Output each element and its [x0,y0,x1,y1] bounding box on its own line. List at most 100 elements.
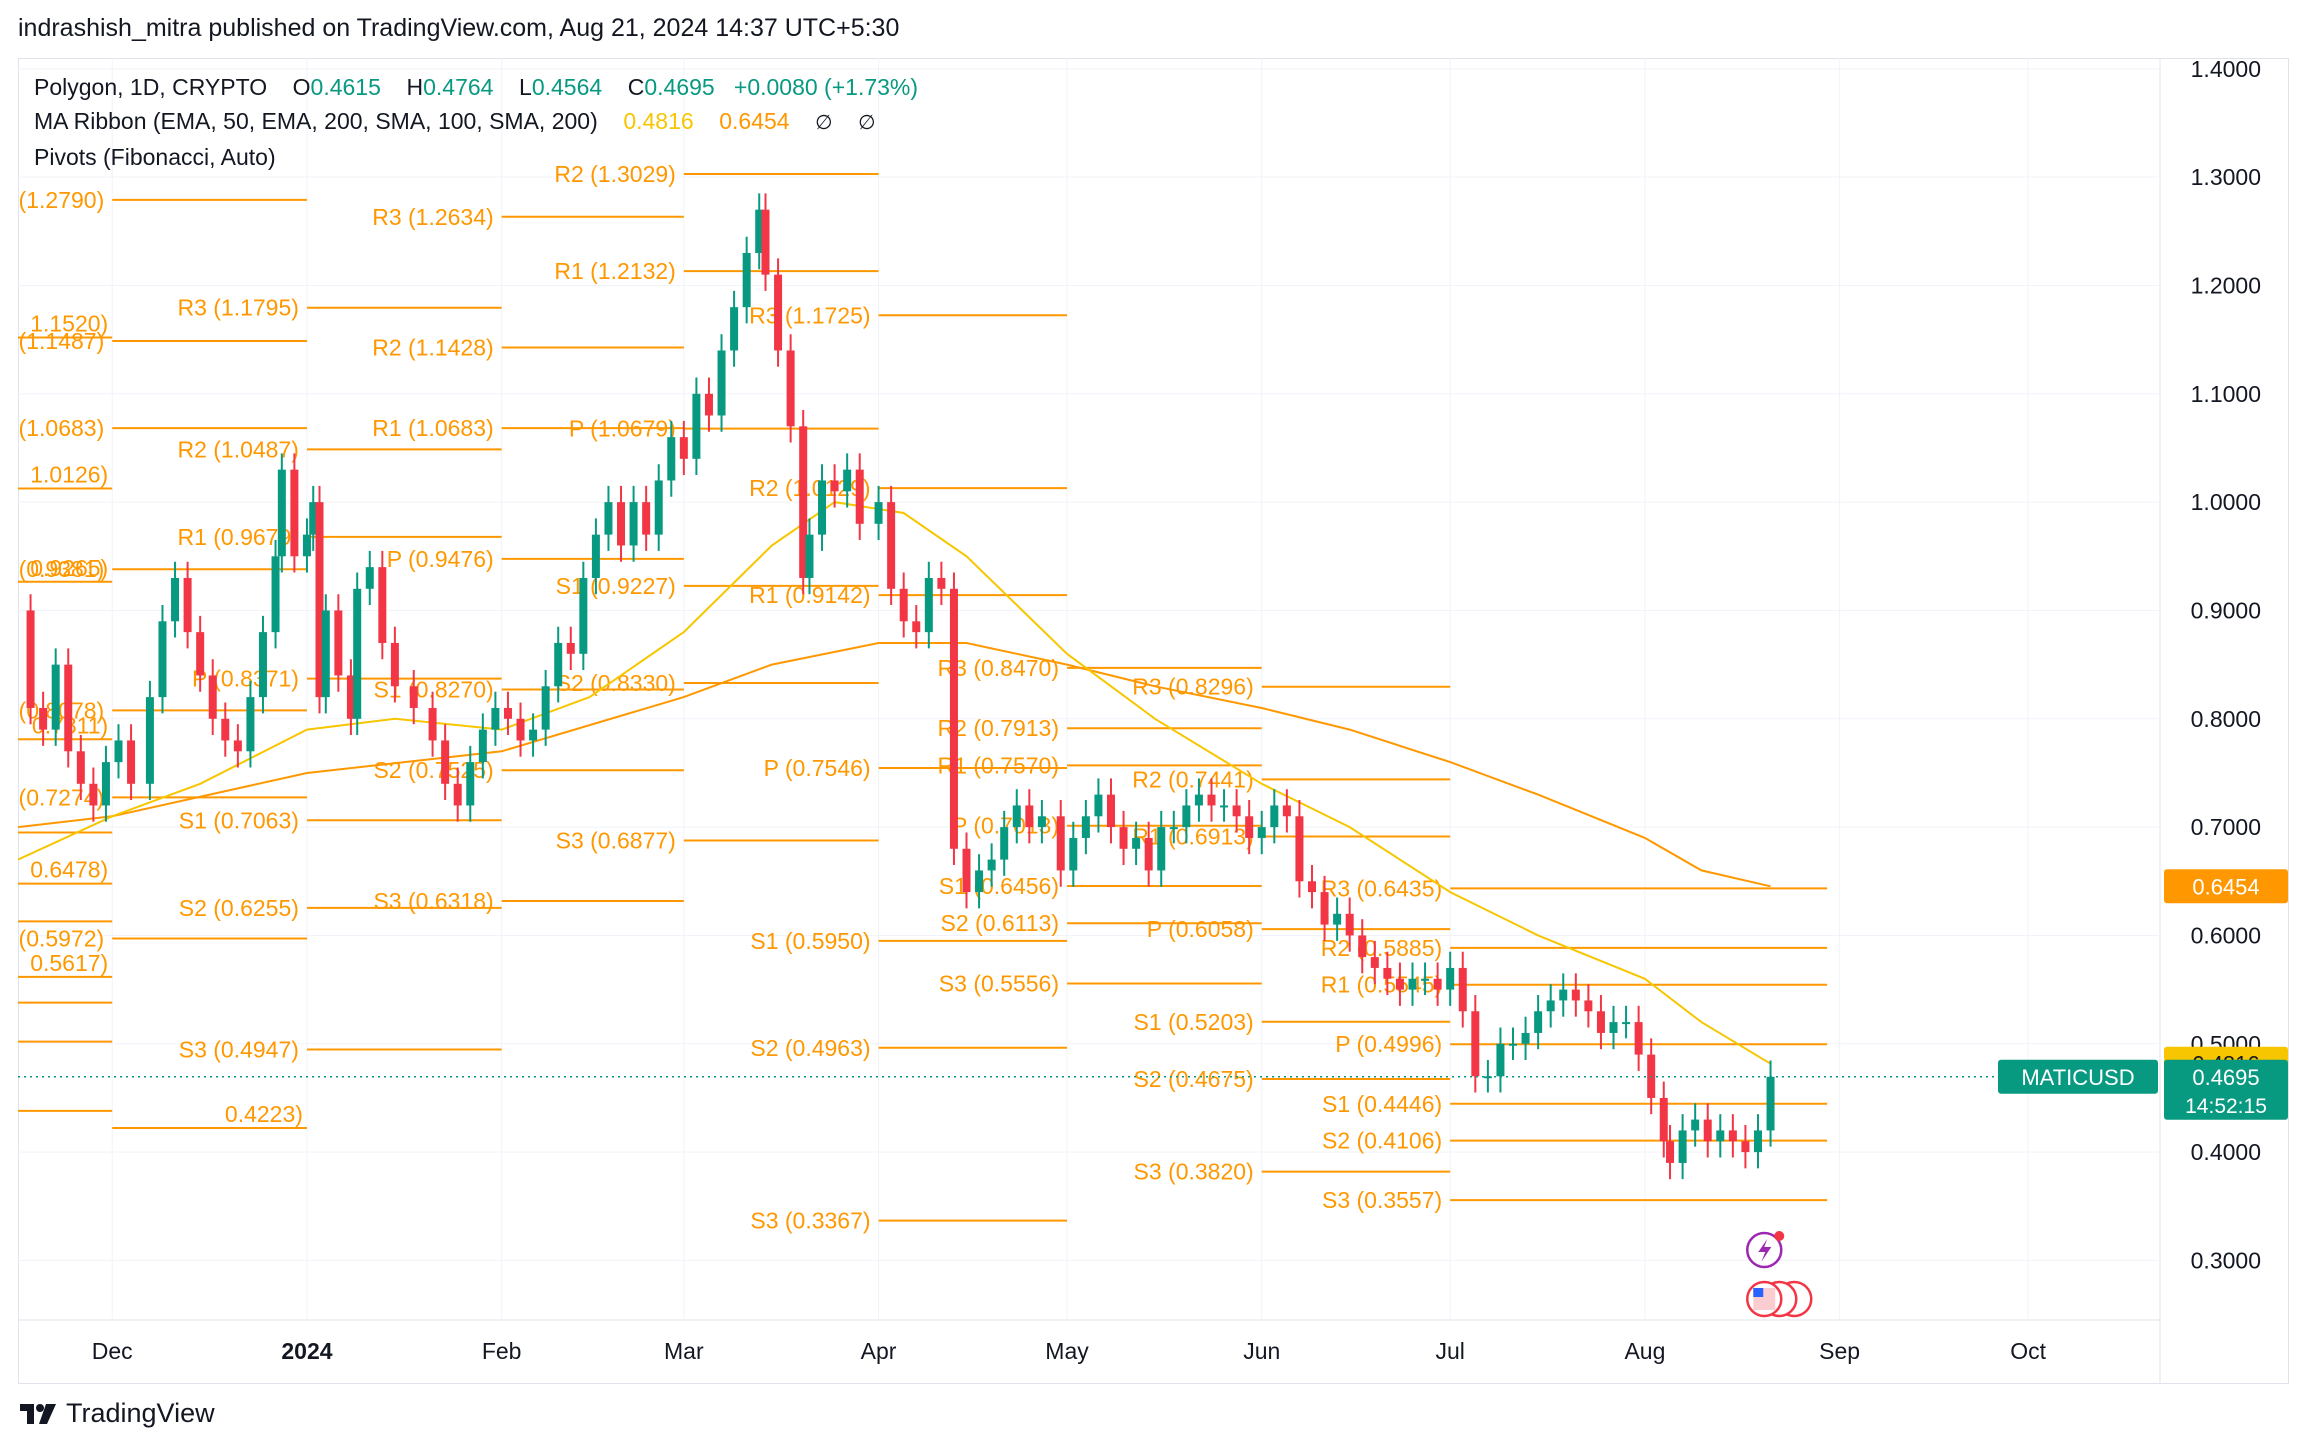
candle-body [101,762,110,806]
x-tick-label: May [1045,1338,1089,1364]
pivot-label: P (0.9476) [387,546,494,572]
candle-body [453,783,462,806]
pivot-label: S2 (0.4963) [750,1035,870,1061]
candle-body [1659,1097,1668,1142]
candle-body [1358,935,1367,958]
candle-body [717,350,726,416]
candle-body [1270,805,1279,828]
pivot-label: R2 (1.0487) [177,436,298,462]
pivot-label: R3 (0.8296) [1132,674,1253,700]
candle-body [233,740,242,752]
candle-body [541,686,550,730]
candle-body [1282,805,1291,817]
y-tick-label: 1.0000 [2191,489,2261,515]
candle-body [1596,1011,1605,1033]
pivot-label: S1 (0.4446) [1322,1091,1442,1117]
pivot-label: P (1.0679) [569,416,676,442]
candle-body [76,751,85,784]
pivot-label: P (0.7546) [764,755,871,781]
tradingview-footer[interactable]: TradingView [20,1398,215,1429]
candle-body [1584,1000,1593,1012]
candle-body [1295,816,1304,882]
pivot-label: P (0.6058) [1147,916,1254,942]
y-tick-label: 1.3000 [2191,164,2261,190]
x-tick-label: Feb [482,1338,522,1364]
candle-body [196,632,205,676]
legend-symbol[interactable]: Polygon, 1D, CRYPTO [34,74,268,100]
candle-body [843,469,852,492]
chart-frame[interactable]: 1.4000 1.3000 1.2000 1.1000 1.0000 0.9000 0.80… [18,58,2289,1384]
x-tick-label: Oct [2010,1338,2046,1364]
last-price-tag-value: 0.4695 [2192,1065,2259,1090]
price-chart[interactable]: 1.4000 1.3000 1.2000 1.1000 1.0000 0.9000 0.80… [18,58,2289,1384]
candle-body [642,502,651,535]
candle-body [1458,967,1467,1012]
candle-body [774,274,783,351]
candle-body [1245,816,1254,838]
legend-ma-ribbon-row[interactable]: MA Ribbon (EMA, 50, EMA, 200, SMA, 100, … [34,104,918,140]
candle-body [912,621,921,633]
legend-high-label: H [406,74,424,100]
candle-body [271,556,280,633]
candle-body [1257,827,1266,838]
candle-body [309,502,318,535]
legend-ma-hidden-icon-1: ∅ [815,112,833,134]
candle-body [183,577,192,633]
pivot-label: S1 (0.6456) [939,873,1059,899]
chart-border [18,58,2289,1384]
candle-body [290,469,299,557]
pivot-label: R1 (1.0683) [18,415,104,441]
pivot-label: S3 (0.3557) [1322,1187,1442,1213]
candle-body [830,480,839,492]
candle-body [1559,989,1568,1001]
candle-body [1421,978,1430,981]
legend-ohlc-row[interactable]: Polygon, 1D, CRYPTO O0.4615 H0.4764 L0.4… [34,70,918,104]
candle-body [1037,816,1046,828]
candle-body [315,502,324,698]
x-tick-label: Apr [861,1338,897,1364]
candle-body [629,502,638,546]
pivot-label: S2 (0.7525) [373,757,493,783]
pivot-label: P (0.4996) [1335,1031,1442,1057]
pivot-label: R3 (1.2634) [372,204,493,230]
y-tick-label: 0.6000 [2191,922,2261,948]
candle-body [1119,827,1128,849]
candle-body [692,393,701,459]
candle-body [51,664,60,730]
candle-body [478,729,487,763]
tradingview-logo-icon [20,1403,56,1424]
legend-ma-ribbon-title[interactable]: MA Ribbon (EMA, 50, EMA, 200, SMA, 100, … [34,108,598,134]
candle-body [409,686,418,708]
legend-close-value: 0.4695 [644,74,715,100]
pivot-label: 0.4223) [225,1101,303,1127]
candle-body [617,502,626,546]
legend-pivots-row[interactable]: Pivots (Fibonacci, Auto) [34,140,918,174]
y-tick-label: 0.9000 [2191,597,2261,623]
symbol-tag-label: MATICUSD [2021,1065,2134,1090]
pivot-label: S3 (0.6877) [556,827,676,853]
candle-body [937,577,946,589]
pivot-label: S2 (0.6255) [179,895,299,921]
candle-body [441,740,450,784]
candle-body [579,577,588,654]
candle-body [353,588,362,719]
candle-body [1446,967,1455,990]
candle-body [1169,827,1178,830]
lightning-bolt-icon [1758,1239,1772,1262]
y-tick-label: 0.4000 [2191,1139,2261,1165]
legend-pivots-title[interactable]: Pivots (Fibonacci, Auto) [34,144,276,170]
candle-body [334,610,343,676]
pivot-label: S1 (0.5950) [750,928,870,954]
pivot-label: R2 (1.1428) [372,334,493,360]
candle-body [1194,794,1203,806]
y-tick-label: 1.1000 [2191,381,2261,407]
ma-price-tag-label: 0.6454 [2192,874,2259,899]
candle-body [1106,794,1115,828]
x-tick-label: Jun [1243,1338,1280,1364]
candle-body [1207,794,1216,806]
candle-body [1307,881,1316,893]
candle-body [924,577,933,633]
pivot-label: R2 (0.5885) [1321,935,1442,961]
x-tick-label: Jul [1435,1338,1464,1364]
pivot-label: S1 (0.5203) [1134,1009,1254,1035]
